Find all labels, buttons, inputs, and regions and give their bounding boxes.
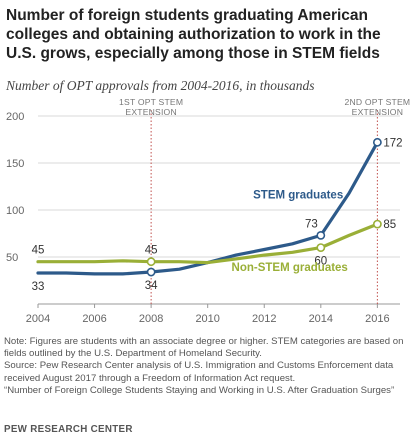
extension-annotation: EXTENSION <box>125 107 176 117</box>
y-tick-label: 100 <box>6 205 24 217</box>
x-tick-label: 2012 <box>252 313 276 325</box>
footer-brand: PEW RESEARCH CENTER <box>4 424 133 435</box>
stem-series-label: STEM graduates <box>253 190 343 202</box>
stem-series-line <box>36 140 379 276</box>
data-point-marker <box>316 243 326 252</box>
note-text: Note: Figures are students with an assoc… <box>4 336 404 360</box>
source-text: Source: Pew Research Center analysis of … <box>4 360 394 384</box>
data-label: 33 <box>32 281 45 293</box>
nonstem-series-label: Non-STEM graduates <box>232 262 348 274</box>
chart-subtitle: Number of OPT approvals from 2004-2016, … <box>6 78 315 93</box>
x-tick-label: 2006 <box>82 313 106 325</box>
data-point-marker <box>146 257 156 267</box>
extension-annotation: 1ST OPT STEM <box>119 97 183 107</box>
x-tick-label: 2016 <box>365 313 389 325</box>
extension-annotation: 2ND OPT STEM <box>345 97 411 107</box>
data-label: 45 <box>32 245 45 257</box>
data-label: 85 <box>383 219 396 231</box>
y-tick-label: 150 <box>6 158 24 170</box>
x-tick-label: 2008 <box>139 313 163 325</box>
extension-annotation: EXTENSION <box>352 107 403 117</box>
data-label: 73 <box>305 218 318 230</box>
data-label: 34 <box>145 280 158 292</box>
chart-title: Number of foreign students graduating Am… <box>6 7 381 62</box>
y-tick-label: 200 <box>6 111 24 123</box>
x-tick-label: 2010 <box>195 313 219 325</box>
data-point-marker <box>372 137 382 147</box>
notes: Note: Figures are students with an assoc… <box>4 336 416 397</box>
data-point-marker <box>146 267 156 277</box>
line-chart: 50 100 150 200 2004 2006 2008 2010 2012 2014 2016 1… <box>6 97 411 325</box>
data-point-marker <box>316 230 326 240</box>
x-tick-label: 2004 <box>26 313 50 325</box>
data-point-marker <box>372 219 382 229</box>
x-tick-label: 2014 <box>309 313 333 325</box>
data-label: 172 <box>383 137 402 149</box>
report-title: “Number of Foreign College Students Stay… <box>4 384 395 396</box>
data-label: 60 <box>314 256 327 268</box>
data-label: 45 <box>145 245 158 257</box>
y-tick-label: 50 <box>6 252 18 264</box>
